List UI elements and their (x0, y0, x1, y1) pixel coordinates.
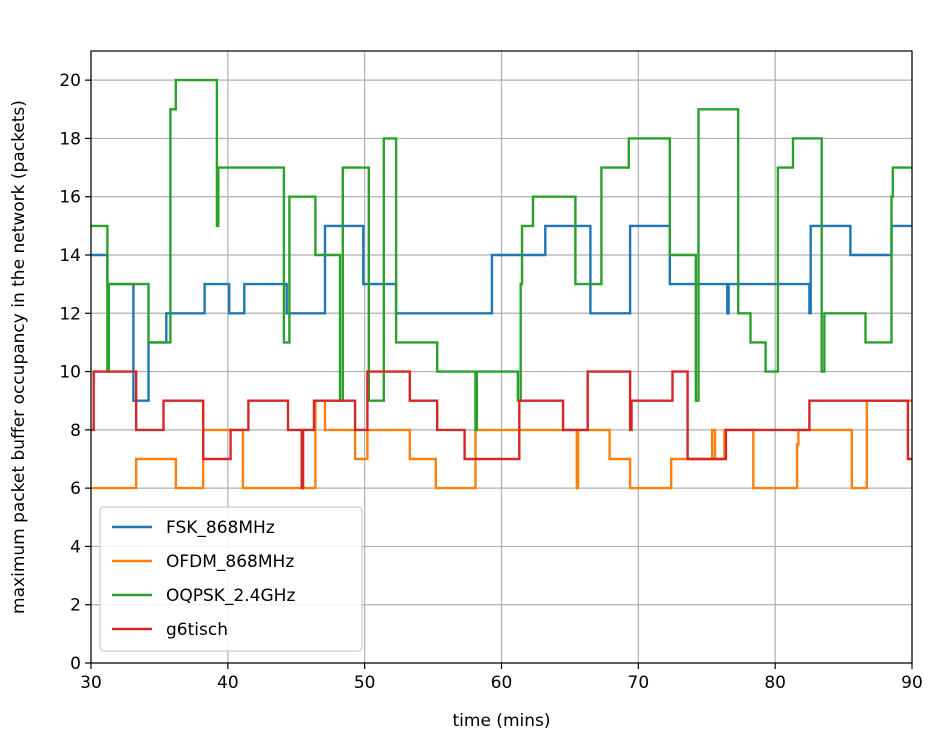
series-lines (91, 78, 912, 490)
x-tick-label: 70 (628, 673, 650, 693)
y-tick-label: 12 (59, 304, 81, 324)
y-tick-label: 4 (70, 537, 81, 557)
x-tick-label: 50 (354, 673, 376, 693)
y-tick-label: 16 (59, 188, 81, 208)
x-tick-label: 60 (491, 673, 513, 693)
y-axis-label: maximum packet buffer occupancy in the n… (9, 100, 29, 614)
y-tick-label: 2 (70, 596, 81, 616)
x-tick-label: 40 (217, 673, 239, 693)
y-tick-label: 18 (59, 129, 81, 149)
legend: FSK_868MHz OFDM_868MHz OQPSK_2.4GHz g6tisch (99, 506, 363, 652)
legend-label: OQPSK_2.4GHz (166, 586, 295, 606)
x-tick-label: 90 (901, 673, 923, 693)
y-tick-label: 8 (70, 421, 81, 441)
y-tick-label: 6 (70, 479, 81, 499)
legend-label: g6tisch (166, 620, 228, 640)
x-tick-label: 30 (80, 673, 102, 693)
series-line-fsk-868mhz (91, 224, 912, 402)
x-axis-label: time (mins) (453, 711, 551, 731)
series-line-g6tisch (91, 370, 912, 490)
x-tick-label: 80 (764, 673, 786, 693)
y-tick-label: 20 (59, 71, 81, 91)
axis-ticks: 30 40 50 60 70 80 90 0 2 4 6 8 10 12 14 16 18 20 (59, 71, 922, 693)
y-tick-label: 0 (70, 654, 81, 674)
y-tick-label: 10 (59, 363, 81, 383)
y-tick-label: 14 (59, 246, 81, 266)
legend-label: OFDM_868MHz (166, 552, 294, 572)
legend-box (99, 506, 363, 652)
series-line-oqpsk-2-4ghz (91, 78, 912, 432)
legend-label: FSK_868MHz (166, 518, 275, 538)
